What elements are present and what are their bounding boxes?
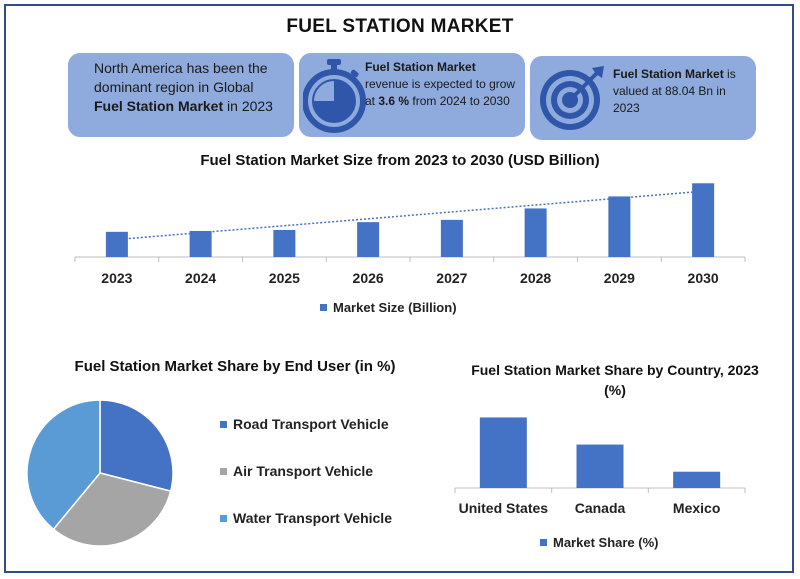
end-user-pie-chart xyxy=(26,399,174,547)
market-size-bar xyxy=(524,208,547,257)
pie-slice-air xyxy=(52,472,172,547)
pie-legend-road-label: Road Transport Vehicle xyxy=(233,416,389,432)
country-tick-label: United States xyxy=(459,500,549,516)
info-box-growth: Fuel Station Market revenue is expected … xyxy=(299,53,525,137)
pie-legend-air: Air Transport Vehicle xyxy=(220,463,373,479)
market-size-tick-label: 2027 xyxy=(436,270,467,286)
country-bar xyxy=(479,417,527,488)
info-box-valuation: Fuel Station Market is valued at 88.04 B… xyxy=(530,56,756,140)
info-box-region-suffix: in 2023 xyxy=(223,98,273,114)
country-legend-label: Market Share (%) xyxy=(553,535,659,550)
info-box-growth-pre: revenue is expected to grow at xyxy=(365,77,516,108)
pie-slice-road xyxy=(99,399,174,493)
market-size-bar xyxy=(105,231,128,257)
pie-legend-water: Water Transport Vehicle xyxy=(220,510,392,526)
page-title: FUEL STATION MARKET xyxy=(286,16,514,37)
market-size-bar xyxy=(189,230,212,257)
info-box-growth-rate: 3.6 % xyxy=(378,94,410,108)
end-user-chart-title: Fuel Station Market Share by End User (i… xyxy=(74,358,396,375)
country-chart-title: Fuel Station Market Share by Country, 20… xyxy=(471,362,759,398)
info-box-valuation-text: Fuel Station Market is valued at 88.04 B… xyxy=(613,66,751,117)
market-size-chart-title: Fuel Station Market Size from 2023 to 20… xyxy=(200,152,600,169)
stopwatch-icon xyxy=(303,59,366,133)
info-box-region-bold: Fuel Station Market xyxy=(94,98,224,114)
target-icon xyxy=(540,66,604,130)
market-size-bar xyxy=(273,230,296,257)
info-box-growth-text: Fuel Station Market revenue is expected … xyxy=(365,59,517,110)
pie-slice-water xyxy=(26,399,101,531)
pie-legend-water-label: Water Transport Vehicle xyxy=(233,510,392,526)
info-box-region: North America has been the dominant regi… xyxy=(68,53,294,137)
market-size-tick-label: 2024 xyxy=(185,270,216,286)
market-size-bar xyxy=(608,196,631,257)
market-size-tick-label: 2026 xyxy=(353,270,384,286)
info-box-valuation-post: is valued at 88.04 Bn in 2023 xyxy=(613,67,736,115)
country-tick-label: Canada xyxy=(575,500,626,516)
info-box-valuation-bold: Fuel Station Market xyxy=(613,67,724,81)
country-legend: Market Share (%) xyxy=(540,535,658,550)
pie-legend-air-swatch xyxy=(220,467,227,475)
market-size-legend-label: Market Size (Billion) xyxy=(333,300,457,315)
market-size-tick-label: 2029 xyxy=(604,270,635,286)
market-size-tick-label: 2023 xyxy=(101,270,132,286)
market-size-bar xyxy=(357,222,380,257)
info-box-growth-post: from 2024 to 2030 xyxy=(409,94,510,108)
country-share-chart: United States Canada Mexico xyxy=(454,417,746,516)
info-box-growth-bold: Fuel Station Market xyxy=(365,60,476,74)
market-size-legend: Market Size (Billion) xyxy=(320,300,457,315)
info-box-region-text: North America has been the dominant regi… xyxy=(94,60,268,95)
market-size-bar xyxy=(692,183,715,257)
market-size-chart: 2023 2024 2025 2026 2027 2028 2029 2030 xyxy=(74,183,746,286)
pie-legend-water-swatch xyxy=(220,514,227,522)
market-size-tick-label: 2025 xyxy=(269,270,300,286)
country-tick-label: Mexico xyxy=(673,500,720,516)
country-legend-swatch xyxy=(540,539,547,547)
market-size-tick-label: 2028 xyxy=(520,270,551,286)
country-bar xyxy=(576,444,624,488)
market-size-bar xyxy=(440,219,463,257)
pie-legend-air-label: Air Transport Vehicle xyxy=(233,463,374,479)
pie-legend-road: Road Transport Vehicle xyxy=(220,416,389,432)
market-size-tick-label: 2030 xyxy=(688,270,719,286)
country-bar xyxy=(673,471,721,488)
pie-legend-road-swatch xyxy=(220,420,227,428)
infographic-frame xyxy=(4,4,794,573)
market-size-legend-swatch xyxy=(320,304,327,312)
